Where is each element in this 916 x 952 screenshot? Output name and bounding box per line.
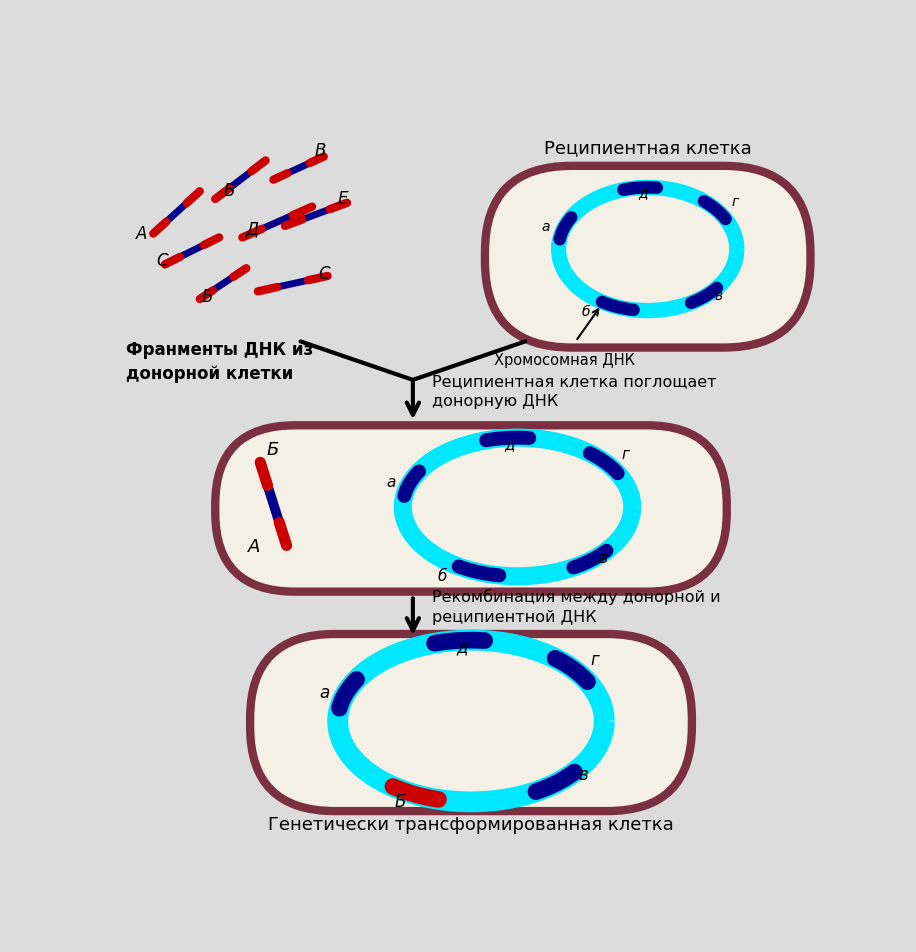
Text: г: г (591, 650, 600, 668)
FancyBboxPatch shape (485, 166, 811, 347)
Text: г: г (731, 194, 738, 208)
Text: Б: Б (224, 182, 234, 200)
Text: Д: Д (246, 221, 259, 239)
Text: б: б (438, 568, 447, 584)
Text: в: в (598, 551, 607, 566)
Text: Генетически трансформированная клетка: Генетически трансформированная клетка (268, 817, 674, 835)
Text: д: д (505, 437, 515, 452)
FancyBboxPatch shape (215, 426, 726, 591)
Text: Б: Б (394, 793, 406, 811)
Text: Реципиентная клетка поглощает
донорную ДНК: Реципиентная клетка поглощает донорную Д… (432, 374, 716, 408)
Text: В: В (314, 142, 325, 160)
Text: а: а (387, 475, 396, 490)
Text: С: С (318, 266, 330, 284)
Text: A: A (248, 538, 260, 556)
Text: Реципиентная клетка: Реципиентная клетка (544, 139, 751, 157)
Text: Франменты ДНК из
донорной клетки: Франменты ДНК из донорной клетки (126, 342, 313, 383)
Text: а: а (320, 684, 330, 702)
Text: б: б (582, 305, 590, 319)
Text: в: в (578, 766, 588, 784)
Text: Б: Б (267, 441, 278, 459)
Text: в: в (714, 289, 722, 304)
Text: Хромосомная ДНК: Хромосомная ДНК (494, 353, 635, 367)
FancyBboxPatch shape (250, 634, 692, 811)
Text: а: а (542, 220, 551, 234)
Text: д: д (638, 186, 649, 200)
Text: С: С (157, 251, 169, 269)
Text: д: д (456, 638, 467, 656)
Text: Рекомбинация между донорной и
реципиентной ДНК: Рекомбинация между донорной и реципиентн… (432, 589, 721, 625)
Text: A: A (136, 225, 147, 243)
Text: Е: Е (338, 190, 348, 208)
Text: г: г (621, 446, 629, 462)
Text: Б: Б (202, 288, 213, 307)
